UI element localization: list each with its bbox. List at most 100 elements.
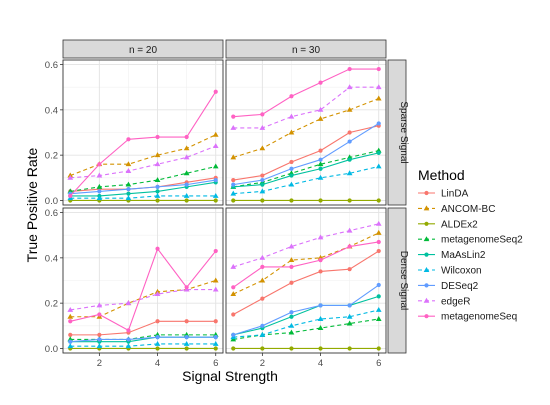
series-line-maaslin2 [233, 295, 379, 336]
data-point-deseq2 [97, 337, 102, 342]
data-point-wilcoxon [259, 188, 266, 194]
series-line-wilcoxon [70, 195, 216, 199]
data-point-ancom-bc [212, 131, 219, 137]
x-tick-label: 2 [97, 358, 102, 369]
panel-r2-c2: 2 4 6 [225, 207, 387, 369]
series-line-wilcoxon [233, 165, 379, 195]
data-point-wilcoxon [212, 192, 219, 198]
data-point-deseq2 [231, 332, 236, 337]
data-point-edger [154, 291, 161, 297]
data-point-ancom-bc [317, 254, 324, 260]
data-point-metagenomeseq [68, 193, 73, 199]
data-point-wilcoxon [288, 181, 295, 187]
data-point-linda [289, 159, 294, 165]
data-point-deseq2 [155, 335, 160, 340]
data-point-deseq2 [155, 184, 160, 189]
legend-label: ALDEx2 [441, 219, 478, 230]
series-line-edger [70, 145, 216, 179]
legend-key-marker [424, 190, 429, 196]
data-point-linda [318, 148, 323, 153]
series-line-metagenomeseq2 [70, 165, 216, 192]
series-line-maaslin2 [233, 152, 379, 188]
data-point-maaslin2 [376, 150, 381, 155]
data-point-aldex2 [289, 198, 294, 203]
col-strip-1 [62, 39, 224, 59]
series-line-ancom-bc [233, 232, 379, 295]
data-point-deseq2 [347, 303, 352, 308]
data-point-metagenomeseq [260, 112, 265, 117]
series-line-wilcoxon [70, 343, 216, 347]
series-wilcoxon [67, 340, 219, 349]
legend-label: LinDA [441, 189, 469, 200]
data-point-metagenomeseq [68, 319, 73, 324]
data-point-wilcoxon [317, 174, 324, 180]
series-deseq2 [231, 121, 381, 187]
data-point-ancom-bc [259, 145, 266, 151]
data-point-metagenomeseq [155, 246, 160, 251]
data-point-edger [125, 300, 132, 306]
data-point-linda [289, 280, 294, 285]
data-point-edger [96, 172, 103, 178]
legend-item-edger: edgeR [418, 296, 470, 307]
series-maaslin2 [231, 150, 381, 189]
legend-label: MaAsLin2 [441, 250, 486, 261]
series-line-edger [233, 86, 379, 129]
x-tick-label: 6 [213, 358, 218, 369]
series-line-linda [70, 320, 216, 336]
data-point-aldex2 [347, 198, 352, 203]
data-point-aldex2 [347, 346, 352, 351]
panel-border [225, 59, 387, 206]
data-point-metagenomeseq [213, 89, 218, 94]
series-linda [231, 248, 381, 317]
data-point-maaslin2 [347, 157, 352, 162]
data-point-ancom-bc [288, 129, 295, 135]
data-point-aldex2 [155, 346, 160, 351]
data-point-aldex2 [376, 198, 381, 203]
legend-item-ancom-bc: ANCOM-BC [418, 204, 495, 215]
data-point-aldex2 [213, 198, 218, 203]
data-point-aldex2 [184, 346, 189, 351]
x-axis-title: Signal Strength [182, 368, 278, 384]
data-point-deseq2 [184, 182, 189, 187]
data-point-metagenomeseq2 [96, 183, 103, 189]
data-point-metagenomeseq2 [154, 331, 161, 337]
data-point-wilcoxon [125, 343, 132, 349]
series-aldex2 [231, 198, 381, 203]
data-point-deseq2 [126, 187, 131, 192]
data-point-edger [288, 113, 295, 119]
data-point-metagenomeseq2 [154, 177, 161, 183]
series-wilcoxon [230, 163, 382, 196]
data-point-wilcoxon [96, 343, 103, 349]
col-strip-label-1: n = 20 [129, 45, 158, 56]
x-tick-label: 4 [155, 358, 160, 369]
series-deseq2 [68, 177, 218, 196]
series-metagenomeseq2 [67, 163, 219, 194]
series-line-deseq2 [70, 336, 216, 343]
x-tick-label: 6 [376, 358, 381, 369]
series-ancom-bc [230, 95, 382, 160]
data-point-ancom-bc [212, 277, 219, 283]
series-metagenomeseq [68, 89, 218, 199]
series-edger [230, 84, 382, 130]
legend-label: metagenomeSeq2 [441, 235, 523, 246]
data-point-maaslin2 [376, 294, 381, 299]
data-point-wilcoxon [183, 340, 190, 346]
series-linda [68, 319, 218, 337]
panel-r2-c1: 0.0 0.2 0.4 0.6 2 4 6 [45, 207, 224, 369]
data-point-deseq2 [97, 189, 102, 194]
legend-key-marker [424, 221, 429, 226]
data-point-metagenomeseq [231, 114, 236, 119]
panel-border [62, 59, 224, 206]
series-aldex2 [231, 346, 381, 351]
data-point-edger [67, 174, 74, 180]
legend-label: ANCOM-BC [441, 204, 495, 215]
legend-key-marker [423, 236, 430, 242]
data-point-metagenomeseq [213, 248, 218, 254]
series-line-metagenomeseq [69, 91, 217, 197]
data-point-aldex2 [260, 198, 265, 203]
data-point-aldex2 [155, 198, 160, 203]
data-point-linda [68, 332, 73, 337]
data-point-aldex2 [231, 346, 236, 351]
data-point-metagenomeseq [289, 264, 294, 270]
